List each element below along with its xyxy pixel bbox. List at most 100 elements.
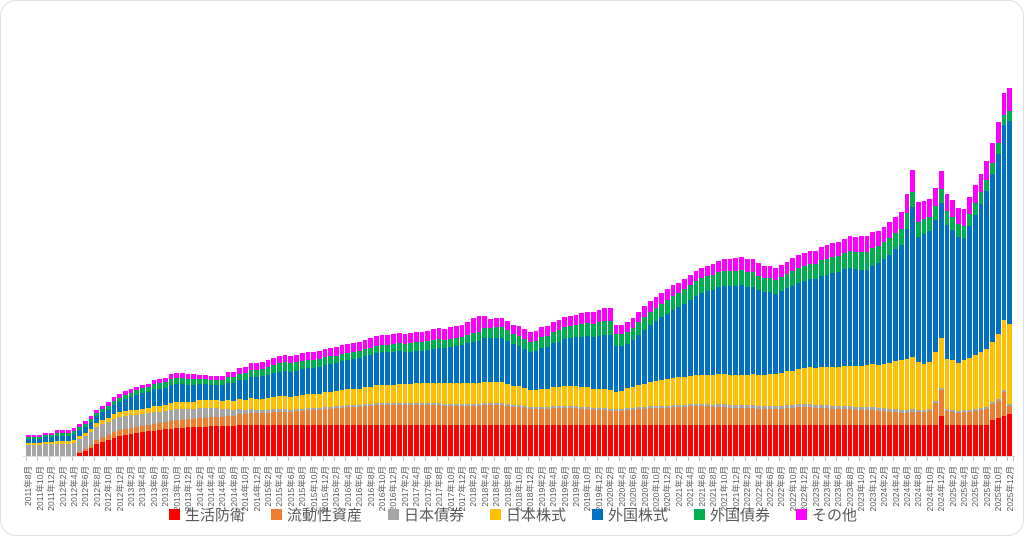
bar-segment [704,375,710,404]
bar-segment [111,414,117,419]
bar-segment [556,408,562,425]
bar-segment [294,411,299,425]
bar-segment [88,445,94,448]
bar-segment [824,245,830,259]
bar-segment [722,407,727,425]
x-axis-tick [356,457,358,461]
bar-segment [488,403,493,405]
bar-segment [482,328,488,338]
bar-segment [362,406,368,425]
bar-segment [790,408,796,425]
x-axis-tick [642,457,644,461]
bar-segment [322,409,328,425]
bar-segment [339,354,345,361]
bar-segment [830,367,836,406]
bar-segment [933,425,938,456]
bar-segment [973,355,978,409]
bar-segment [197,408,202,418]
x-axis-tick [151,457,153,461]
bar [727,259,733,456]
bar [659,293,664,456]
bar-segment [448,327,453,339]
bar-segment [522,408,528,425]
bar-segment [379,352,385,385]
bar [973,185,978,456]
bar-segment [157,406,162,412]
bar-segment [813,251,819,264]
bar-segment [625,408,630,410]
bar-segment [402,334,408,344]
bar-segment [910,425,915,456]
bar-segment [322,407,328,409]
bar-segment [408,384,413,403]
bar-segment [419,403,425,405]
x-axis-tick [322,457,324,461]
bar-segment [385,352,391,385]
bar-segment [647,312,653,325]
bar-segment [990,420,995,456]
bar-segment [413,383,419,403]
bar-segment [984,180,990,191]
bar-segment [242,380,248,400]
bar-segment [459,406,465,425]
bar-segment [636,385,642,407]
bar [311,352,316,456]
x-axis-tick [927,457,929,461]
bar-segment [54,444,60,456]
bar-segment [374,353,379,385]
bar [893,217,898,456]
bar-segment [65,430,71,433]
bar-segment [242,410,248,414]
bar [722,259,727,456]
bar [431,329,436,456]
bar-segment [642,330,647,384]
bar-segment [955,411,961,413]
legend-label: 日本債券 [403,507,464,524]
bar-segment [619,325,625,334]
bar-segment [499,318,505,327]
bar-segment [596,310,602,322]
bar-segment [396,333,402,343]
bar-segment [876,365,881,408]
bar-segment [145,425,151,431]
legend-label: 外国株式 [608,507,669,524]
bar-segment [659,406,664,408]
bar-segment [653,308,659,321]
bar-segment [334,391,339,406]
bar-segment [162,411,168,422]
bar-segment [100,437,105,442]
bar-segment [710,407,716,425]
bar-segment [636,312,642,322]
bar-segment [294,425,299,456]
legend-swatch-icon [694,509,706,520]
bar-segment [493,425,499,456]
bar [961,209,967,456]
bar-segment [545,389,550,407]
bar-segment [921,412,927,425]
bar-segment [54,430,60,433]
bar-segment [294,396,299,409]
bar-segment [807,367,813,404]
bar-segment [26,437,31,439]
bar [237,368,242,456]
bar-segment [664,289,670,300]
bar-segment [938,338,944,388]
bar-segment [955,237,961,363]
bar [145,384,151,456]
bar-segment [345,344,351,353]
bar-segment [830,257,836,273]
bar-segment [904,229,910,359]
x-axis-tick [94,457,96,461]
bar [117,394,122,456]
bar-segment [208,380,214,385]
bar-segment [533,341,539,351]
bar-segment [391,344,396,352]
bar-segment [248,409,254,413]
bar [214,376,219,456]
bar-segment [60,441,65,444]
bar-segment [767,292,773,374]
bar-segment [208,385,214,400]
bar-segment [231,383,237,401]
bar-segment [659,408,664,425]
bar-segment [858,407,864,410]
